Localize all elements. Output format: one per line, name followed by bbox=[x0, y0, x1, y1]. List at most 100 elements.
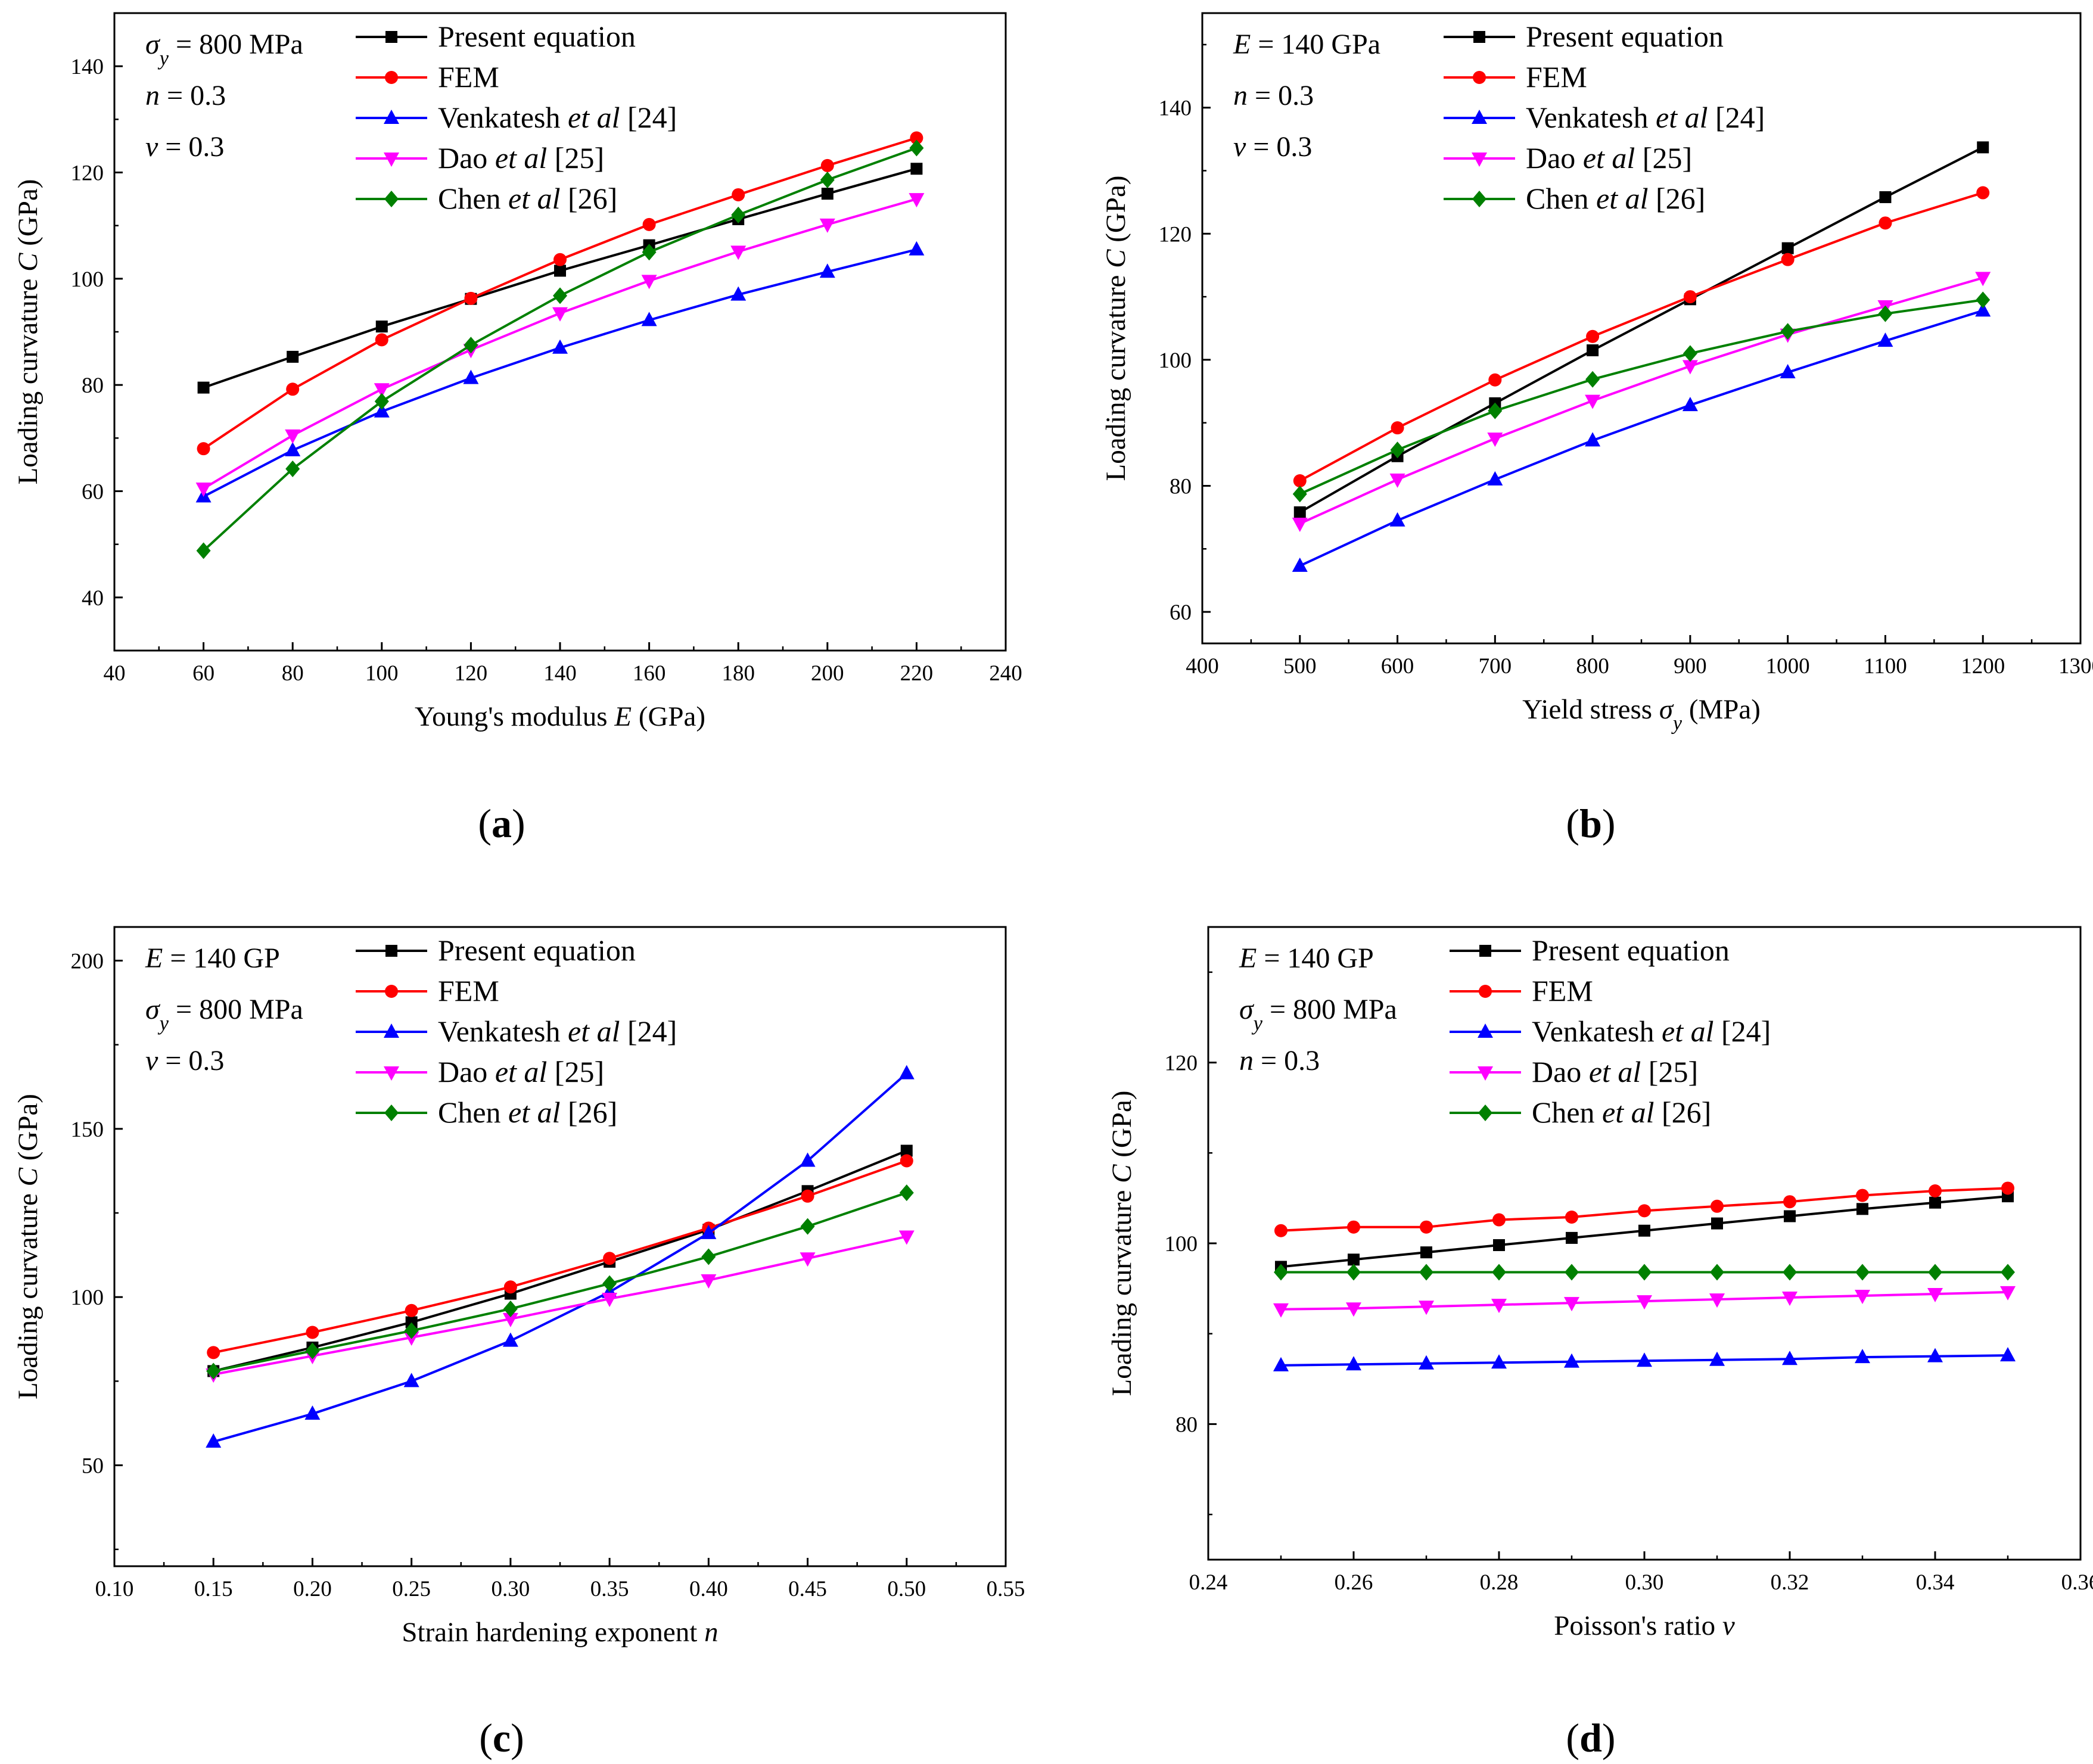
chart-panel-d: 0.24 0.26 0.28 0.30 0.32 0.34 0.36 80 100 120 Pois… bbox=[1106, 926, 2093, 1760]
data-point bbox=[306, 1326, 319, 1339]
legend-marker bbox=[1472, 191, 1486, 207]
parameter-annotation: σy = 800 MPa bbox=[1239, 994, 1397, 1035]
x-axis-label: Yield stress σy (MPa) bbox=[1522, 694, 1761, 735]
legend-marker bbox=[385, 945, 397, 957]
data-point bbox=[1274, 1264, 1288, 1281]
data-point bbox=[1348, 1253, 1360, 1266]
legend-label: Venkatesh et al [24] bbox=[1526, 101, 1765, 134]
data-point bbox=[701, 1274, 717, 1289]
data-point bbox=[1419, 1264, 1433, 1281]
data-point bbox=[701, 1224, 717, 1239]
y-tick-label: 60 bbox=[1170, 601, 1192, 625]
x-tick-label: 80 bbox=[282, 661, 304, 686]
y-tick-label: 80 bbox=[82, 374, 104, 398]
legend-marker bbox=[1472, 110, 1487, 124]
data-point bbox=[1929, 1196, 1941, 1209]
x-tick-label: 160 bbox=[633, 661, 666, 686]
legend-label: Venkatesh et al [24] bbox=[438, 101, 677, 134]
data-point bbox=[1710, 1264, 1724, 1281]
parameter-annotation: σy = 800 MPa bbox=[145, 994, 303, 1035]
data-point bbox=[1389, 512, 1405, 527]
data-point bbox=[1347, 1220, 1360, 1234]
data-point bbox=[1585, 394, 1601, 409]
legend-marker bbox=[384, 153, 399, 167]
legend-entry: Chen et al [26] bbox=[1450, 1096, 1711, 1129]
data-point bbox=[1782, 1292, 1797, 1306]
data-point bbox=[285, 461, 300, 478]
data-point bbox=[1487, 433, 1503, 447]
x-tick-label: 1300 bbox=[2058, 654, 2093, 679]
data-point bbox=[2000, 1347, 2016, 1362]
legend-label: FEM bbox=[438, 60, 499, 94]
data-point bbox=[641, 275, 657, 290]
data-point bbox=[1419, 1301, 1434, 1315]
data-point bbox=[1587, 344, 1599, 357]
y-tick-label: 140 bbox=[71, 55, 104, 79]
legend-label: FEM bbox=[1532, 974, 1593, 1007]
data-point bbox=[1491, 1299, 1507, 1314]
data-point bbox=[1780, 323, 1795, 340]
legend-label: Chen et al [26] bbox=[1526, 182, 1705, 215]
legend-marker bbox=[1478, 1066, 1493, 1081]
x-tick-label: 900 bbox=[1674, 654, 1707, 679]
series-line bbox=[1299, 309, 1983, 567]
data-point bbox=[1565, 1264, 1579, 1281]
data-point bbox=[1855, 1264, 1870, 1281]
legend-marker bbox=[1472, 153, 1487, 167]
legend-entry: Present equation bbox=[356, 20, 636, 53]
y-tick-label: 140 bbox=[1159, 97, 1192, 121]
data-point bbox=[800, 1152, 816, 1167]
data-point bbox=[1346, 1264, 1361, 1281]
data-point bbox=[800, 1252, 816, 1267]
data-point bbox=[553, 253, 567, 266]
data-point bbox=[1878, 305, 1893, 322]
series-dao bbox=[1273, 1286, 2016, 1318]
y-tick-label: 50 bbox=[82, 1454, 104, 1479]
data-point bbox=[375, 333, 388, 347]
legend-marker bbox=[384, 1105, 399, 1121]
chart-panel-a: 40 60 80 100 120 140 160 180 200 220 240 40 60 80 100 1… bbox=[13, 12, 1022, 846]
legend-entry: Venkatesh et al [24] bbox=[1444, 101, 1765, 134]
data-point bbox=[1293, 474, 1307, 488]
legend-label: FEM bbox=[1526, 60, 1587, 94]
data-point bbox=[1565, 1211, 1578, 1224]
parameter-annotation: E = 140 GP bbox=[1239, 942, 1374, 974]
data-point bbox=[1783, 1195, 1796, 1209]
parameter-annotation: E = 140 GPa bbox=[1233, 29, 1380, 60]
legend-entry: Venkatesh et al [24] bbox=[356, 101, 677, 134]
y-tick-label: 120 bbox=[1165, 1051, 1198, 1076]
legend-entry: Dao et al [25] bbox=[356, 1055, 604, 1088]
data-point bbox=[731, 206, 746, 223]
series-chen bbox=[206, 1184, 914, 1380]
data-point bbox=[404, 1322, 419, 1339]
data-point bbox=[403, 1373, 419, 1387]
data-point bbox=[1683, 290, 1697, 304]
series-venkatesh bbox=[1292, 302, 1991, 572]
data-point bbox=[1927, 1348, 1943, 1362]
data-point bbox=[1879, 191, 1892, 203]
series-line bbox=[213, 1072, 908, 1443]
legend-marker bbox=[1478, 1023, 1493, 1038]
x-tick-label: 200 bbox=[811, 661, 844, 686]
data-point bbox=[1782, 1351, 1797, 1365]
legend-label: FEM bbox=[438, 974, 499, 1007]
data-point bbox=[503, 1280, 517, 1294]
parameter-annotation: ν = 0.3 bbox=[145, 1045, 224, 1077]
data-point bbox=[1273, 1303, 1289, 1318]
legend-entry: Venkatesh et al [24] bbox=[356, 1015, 677, 1048]
data-point bbox=[2000, 1286, 2016, 1301]
panel-label: (b) bbox=[1566, 801, 1615, 846]
series-line bbox=[203, 248, 917, 498]
parameter-annotation: n = 0.3 bbox=[145, 80, 226, 111]
legend-marker bbox=[1479, 985, 1492, 998]
data-point bbox=[801, 1189, 814, 1203]
data-point bbox=[197, 381, 210, 394]
data-point bbox=[1346, 1356, 1361, 1371]
data-point bbox=[1638, 1224, 1650, 1237]
data-point bbox=[1488, 373, 1502, 387]
x-tick-label: 0.50 bbox=[887, 1577, 926, 1601]
data-point bbox=[1564, 1353, 1579, 1368]
data-point bbox=[900, 1144, 913, 1157]
legend-label: Chen et al [26] bbox=[438, 1096, 617, 1129]
data-point bbox=[1856, 1189, 1869, 1202]
